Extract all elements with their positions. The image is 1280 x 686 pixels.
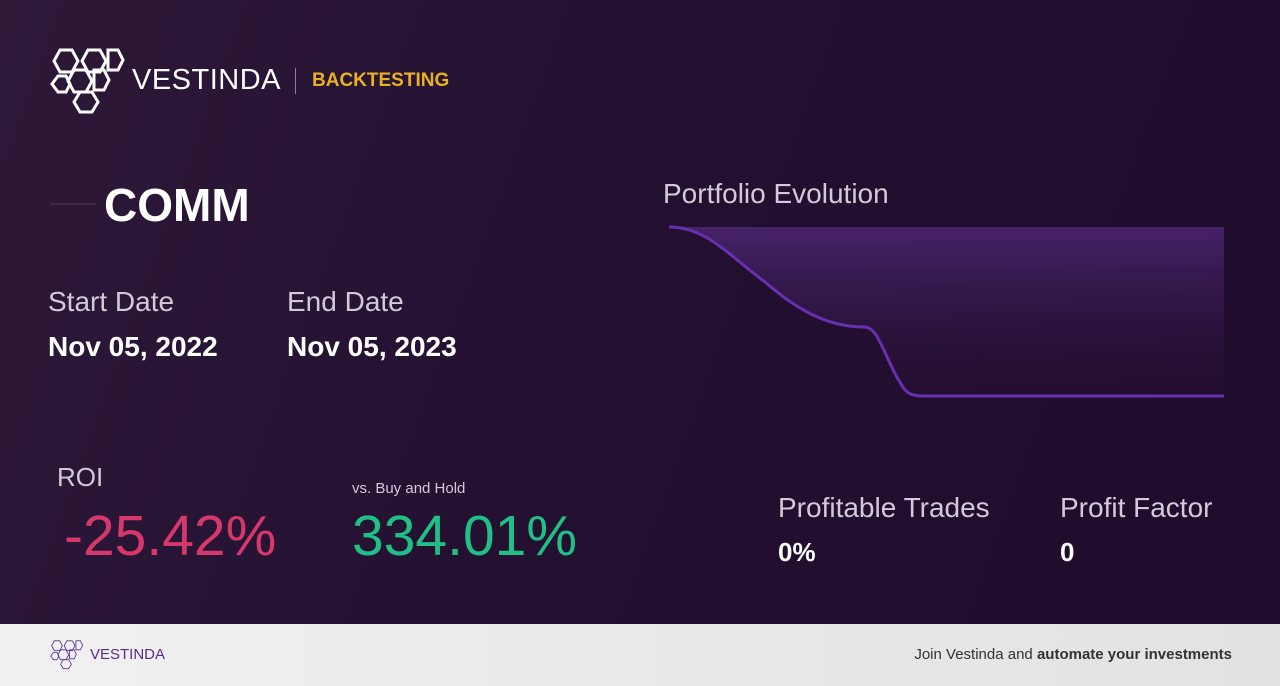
chart-title: Portfolio Evolution [663, 178, 889, 209]
brand: VESTINDA [132, 64, 282, 96]
compare-value: 334.01% [352, 504, 578, 568]
logo-icon [50, 48, 125, 114]
compare-label: vs. Buy and Hold [352, 480, 466, 497]
symbol: COMM [104, 179, 250, 231]
stat-value: 0 [1060, 537, 1075, 567]
roi-label: ROI [57, 462, 104, 492]
footer-cta: Join Vestinda and automate your investme… [914, 646, 1232, 663]
card: VESTINDA BACKTESTING COMM Start Date Nov… [0, 0, 1280, 624]
roi-value: -25.42% [64, 504, 277, 568]
line [668, 225, 1224, 398]
stat-value: 0% [778, 537, 816, 567]
end-label: End Date [287, 286, 404, 317]
cta-bold: automate your investments [1036, 646, 1232, 663]
start-date: Nov 05, 2022 [48, 331, 218, 362]
stat-label: Profitable Trades [778, 492, 990, 523]
portfolio-chart [668, 225, 1224, 398]
footer: VESTINDA Join Vestinda and automate your… [0, 624, 1280, 686]
divider [295, 68, 296, 94]
section: BACKTESTING [312, 70, 450, 91]
footer-brand: VESTINDA [90, 646, 166, 663]
footer-logo [50, 640, 84, 670]
start-label: Start Date [48, 286, 175, 317]
end-date: Nov 05, 2023 [287, 331, 457, 362]
stat-label: Profit Factor [1060, 492, 1213, 523]
dash [50, 203, 96, 205]
area [669, 227, 1224, 396]
cta-plain: Join Vestinda and [914, 646, 1037, 663]
